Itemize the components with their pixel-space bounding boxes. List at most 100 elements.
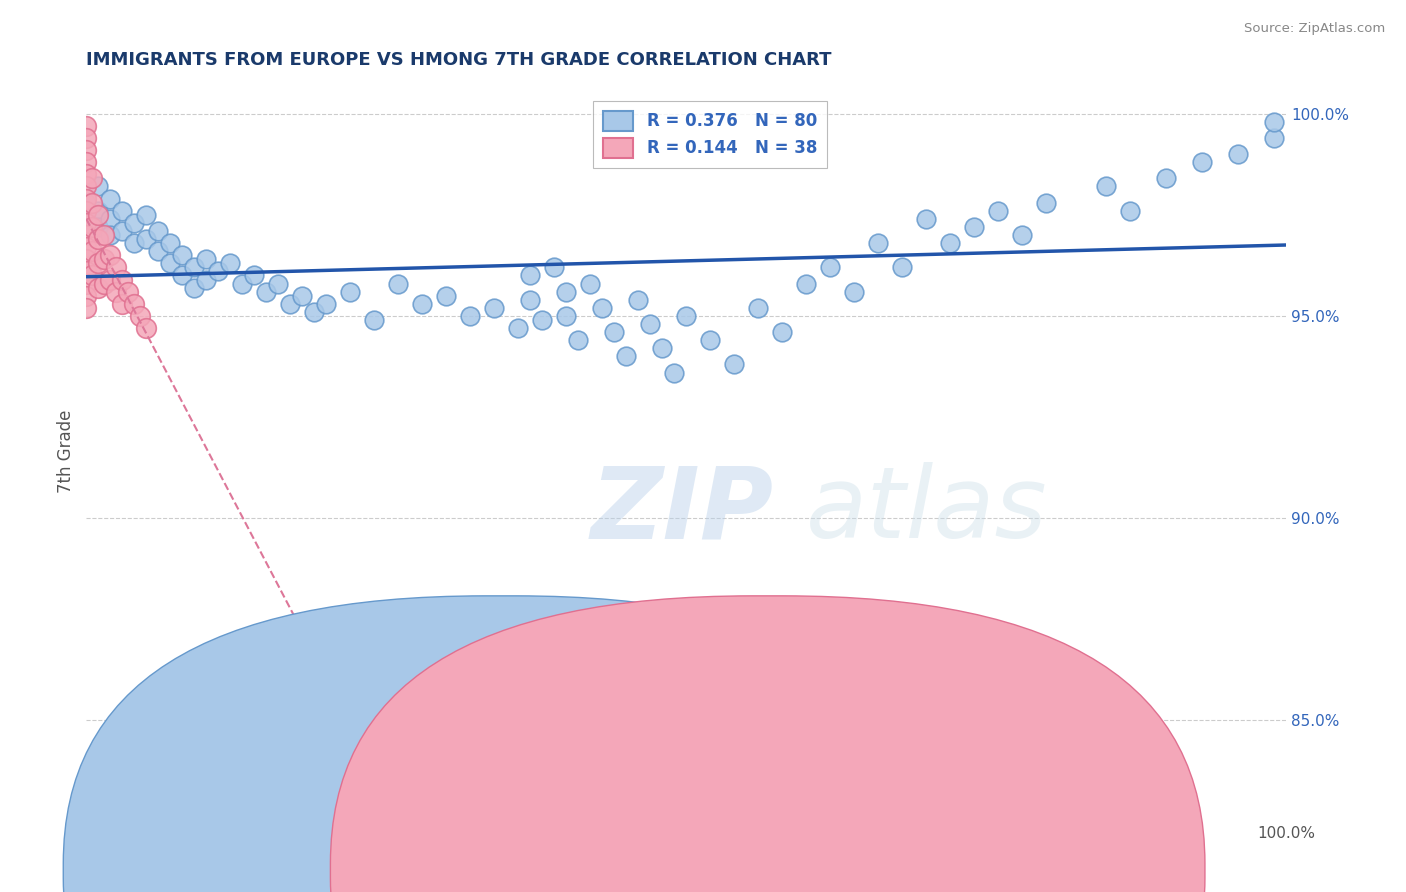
Point <box>87 219 110 234</box>
Point <box>75 277 97 291</box>
Point <box>363 313 385 327</box>
Point <box>75 252 97 267</box>
Point <box>339 285 361 299</box>
Point <box>87 179 110 194</box>
Point <box>1154 171 1177 186</box>
Text: Immigrants from Europe: Immigrants from Europe <box>505 857 690 872</box>
Point <box>98 272 121 286</box>
Point <box>434 288 457 302</box>
Point <box>1035 195 1057 210</box>
Point <box>105 260 128 275</box>
Point <box>254 285 277 299</box>
Point <box>159 236 181 251</box>
Point <box>124 236 146 251</box>
Point <box>662 366 685 380</box>
Point <box>555 285 578 299</box>
Point <box>939 236 962 251</box>
Point <box>98 227 121 242</box>
Point <box>135 321 157 335</box>
Point <box>124 297 146 311</box>
Point <box>183 260 205 275</box>
Point <box>111 203 134 218</box>
Point <box>75 301 97 315</box>
Point <box>75 131 97 145</box>
Point <box>195 252 218 267</box>
Point <box>699 333 721 347</box>
Point <box>963 219 986 234</box>
Point <box>148 224 170 238</box>
Point <box>543 260 565 275</box>
Point <box>278 297 301 311</box>
Point <box>111 272 134 286</box>
Point <box>1263 115 1285 129</box>
Point <box>172 268 194 283</box>
Point <box>1191 155 1213 169</box>
Point <box>75 195 97 210</box>
Point <box>135 208 157 222</box>
Point <box>111 297 134 311</box>
Point <box>87 256 110 270</box>
Point <box>148 244 170 259</box>
Point <box>1119 203 1142 218</box>
Point <box>579 277 602 291</box>
Point <box>124 216 146 230</box>
Point <box>794 277 817 291</box>
Point <box>603 325 626 339</box>
Point <box>267 277 290 291</box>
Text: ZIP: ZIP <box>591 462 773 559</box>
Point <box>842 285 865 299</box>
Point <box>482 301 505 315</box>
Point <box>614 350 637 364</box>
Point <box>508 321 530 335</box>
Point <box>75 264 97 278</box>
Point <box>555 309 578 323</box>
Point <box>723 358 745 372</box>
Point <box>987 203 1010 218</box>
Point <box>302 305 325 319</box>
Point <box>159 256 181 270</box>
Point <box>1011 227 1033 242</box>
Point <box>98 211 121 226</box>
Point <box>207 264 229 278</box>
Point <box>675 309 697 323</box>
Point <box>519 293 541 307</box>
Point <box>129 309 152 323</box>
Point <box>75 227 97 242</box>
Point <box>75 240 97 254</box>
Text: Source: ZipAtlas.com: Source: ZipAtlas.com <box>1244 22 1385 36</box>
Point <box>75 288 97 302</box>
Point <box>891 260 914 275</box>
Point <box>1226 147 1249 161</box>
Point <box>75 211 97 226</box>
Point <box>98 248 121 262</box>
Point <box>93 277 115 291</box>
Point <box>75 167 97 181</box>
Point <box>82 195 104 210</box>
Point <box>75 143 97 157</box>
Point <box>387 277 409 291</box>
Point <box>651 341 673 355</box>
Point <box>98 192 121 206</box>
Point <box>770 325 793 339</box>
Point <box>93 227 115 242</box>
Point <box>219 256 242 270</box>
Point <box>82 244 104 259</box>
Point <box>291 288 314 302</box>
Point <box>75 155 97 169</box>
Point <box>75 216 97 230</box>
Point <box>195 272 218 286</box>
Point <box>1095 179 1118 194</box>
Point <box>105 285 128 299</box>
Text: IMMIGRANTS FROM EUROPE VS HMONG 7TH GRADE CORRELATION CHART: IMMIGRANTS FROM EUROPE VS HMONG 7TH GRAD… <box>86 51 832 69</box>
Point <box>82 268 104 283</box>
Point <box>519 268 541 283</box>
Point <box>411 297 433 311</box>
Point <box>315 297 337 311</box>
Point <box>87 232 110 246</box>
Point <box>82 219 104 234</box>
Point <box>111 224 134 238</box>
Point <box>82 171 104 186</box>
Point <box>117 285 139 299</box>
Point <box>87 208 110 222</box>
Point <box>638 317 661 331</box>
